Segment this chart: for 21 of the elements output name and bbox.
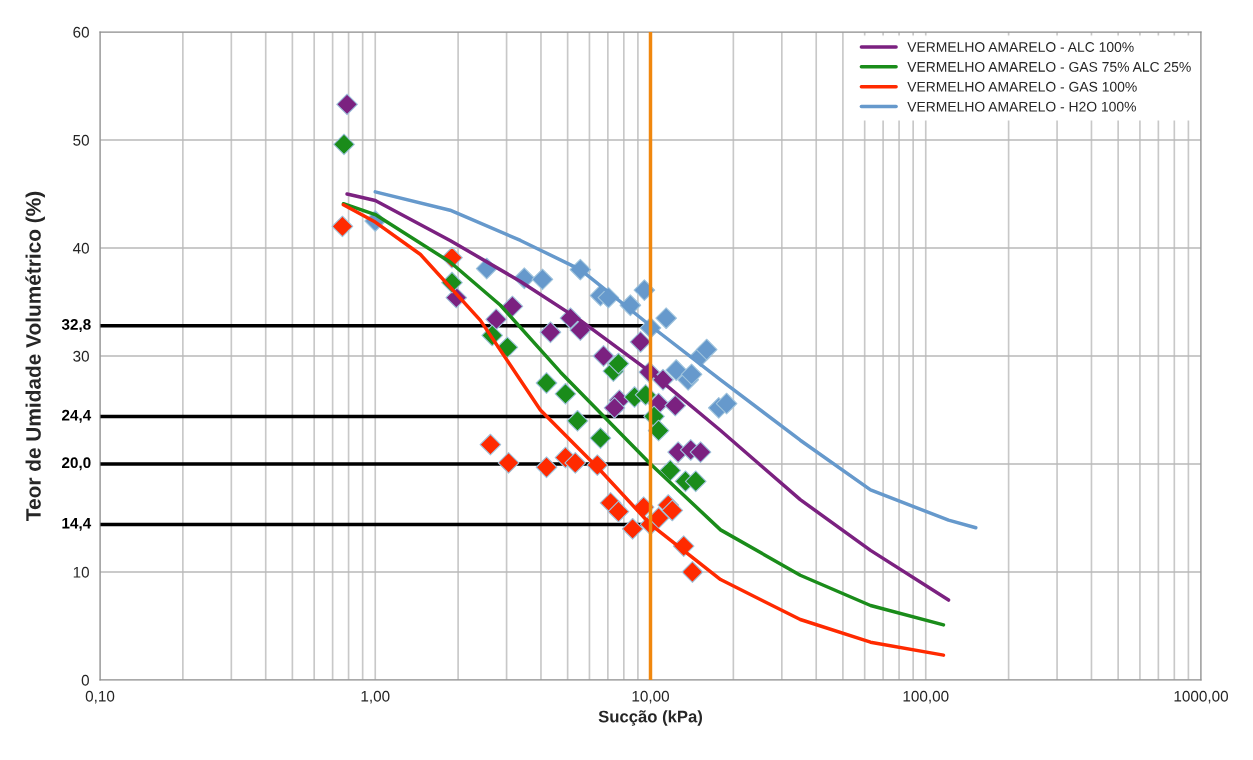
x-tick-label: 1000,00 (1174, 690, 1229, 704)
x-axis-title: Sucção (kPa) (598, 710, 703, 726)
ref-line-label: 14,4 (62, 517, 92, 531)
y-tick-label: 50 (73, 134, 89, 146)
legend-label: VERMELHO AMARELO - GAS 75% ALC 25% (907, 61, 1191, 72)
x-tick-label: 1,00 (361, 690, 390, 704)
y-tick-label: 10 (73, 566, 89, 578)
y-tick-label: 0 (81, 674, 89, 686)
legend-label: VERMELHO AMARELO - H2O 100% (907, 101, 1136, 112)
y-axis-title: Teor de Umidade Volumétrico (%) (25, 191, 45, 521)
y-tick-label: 30 (73, 350, 89, 362)
x-tick-label: 100,00 (903, 690, 949, 704)
ref-line-label: 32,8 (61, 319, 91, 333)
legend-label: VERMELHO AMARELO - GAS 100% (907, 81, 1137, 92)
ref-line-label: 24,4 (61, 409, 92, 423)
y-tick-label: 40 (72, 242, 89, 254)
x-tick-label: 10,00 (632, 690, 670, 704)
y-tick-label: 60 (73, 26, 89, 38)
ref-line-label: 20,0 (61, 457, 91, 471)
legend-label: VERMELHO AMARELO - ALC 100% (907, 42, 1134, 52)
x-tick-label: 0,10 (85, 690, 115, 704)
